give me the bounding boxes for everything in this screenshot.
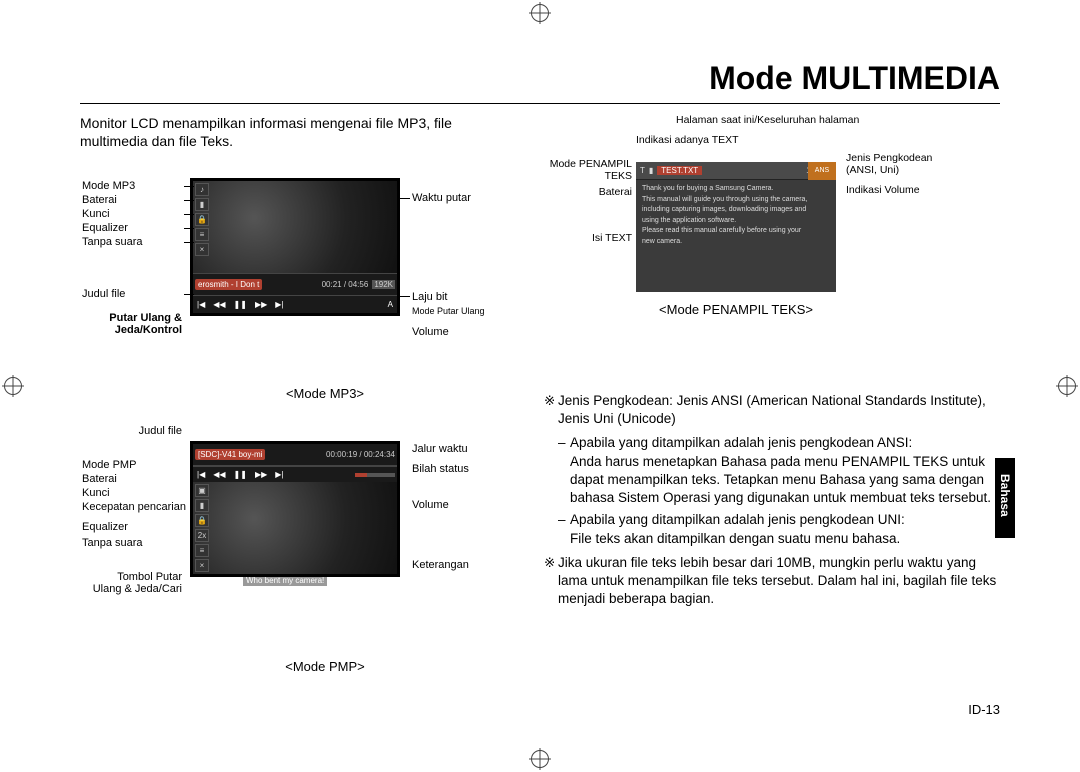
music-icon: ♪ [195,183,209,196]
battery-icon: ▮ [195,499,209,512]
pmp-caption: <Mode PMP> [130,659,520,674]
label-lock: Kunci [82,487,110,499]
eq-icon: ≡ [195,544,209,557]
encoding-badge: ANS [808,162,836,180]
notes-list: ※ Jenis Pengkodean: Jenis ANSI (American… [544,392,1000,608]
dash-marker: – [558,511,570,547]
registration-mark [1058,377,1076,395]
pmp-file-title: [SDC]-V41 boy-mi [195,449,265,460]
label-volume: Volume [412,326,449,338]
label-mute: Tanpa suara [82,537,143,549]
registration-mark [531,750,549,768]
repeat-icon: A [386,300,395,309]
rew-icon: ◀◀ [211,300,227,309]
bullet-marker: ※ [544,554,558,609]
label-volume-ind: Indikasi Volume [846,184,920,196]
label-playtime: Waktu putar [412,192,471,204]
note-item: ※ Jika ukuran file teks lebih besar dari… [544,554,1000,609]
rew-icon: ◀◀ [211,470,227,479]
prev-icon: |◀ [195,300,207,309]
fwd-icon: ▶▶ [253,300,269,309]
mp3-file-title: erosmith - I Don t [195,279,262,290]
mp3-control-bar: erosmith - I Don t 00:21 / 04:56 192K [193,273,397,295]
registration-mark [4,377,22,395]
mp3-screen: ♪ ▮ 🔒 ≡ × erosmith - I Don t 00:21 / 04:… [190,178,400,316]
mp3-side-icons: ♪ ▮ 🔒 ≡ × [195,183,209,256]
mp3-diagram: ♪ ▮ 🔒 ≡ × erosmith - I Don t 00:21 / 04:… [190,178,520,378]
label-encoding: Jenis Pengkodean (ANSI, Uni) [846,152,932,176]
intro-text: Monitor LCD menampilkan informasi mengen… [80,114,520,150]
label-battery: Baterai [82,194,117,206]
label-eq: Equalizer [82,222,128,234]
page-number: ID-13 [80,702,1000,717]
pmp-time: 00:00:19 / 00:24:34 [326,450,395,459]
pause-icon: ❚❚ [232,300,249,309]
label-search: Kecepatan pencarian [82,501,186,513]
bullet-marker: ※ [544,392,558,428]
note-subitem: – Apabila yang ditampilkan adalah jenis … [544,511,1000,547]
textviewer-caption: <Mode PENAMPIL TEKS> [636,302,836,317]
pmp-top-bar: [SDC]-V41 boy-mi 00:00:19 / 00:24:34 [193,444,397,466]
pause-icon: ❚❚ [232,470,249,479]
fwd-icon: ▶▶ [253,470,269,479]
pmp-subtitle: Who bent my camera! [243,575,327,586]
label-mode-text: Mode PENAMPIL TEKS [546,158,632,182]
right-column: Halaman saat ini/Keseluruhan halaman Ind… [544,114,1000,674]
label-mode-pmp: Mode PMP [82,459,136,471]
lock-icon: 🔒 [195,213,209,226]
label-mute: Tanpa suara [82,236,143,248]
label-volume: Volume [412,499,449,511]
battery-icon: ▮ [195,198,209,211]
mp3-bitrate: 192K [372,280,395,289]
battery-icon: ▮ [649,166,653,175]
mute-icon: × [195,559,209,572]
prev-icon: |◀ [195,470,207,479]
page: Mode MULTIMEDIA Monitor LCD menampilkan … [80,60,1000,740]
pmp-image-area: Who bent my camera! [193,482,397,574]
textviewer-screen: T ▮ TEST.TXT 1 / 2 ◢ ANS Thank you for b… [636,162,836,292]
label-bitrate: Laju bit [412,291,447,303]
side-tab-bahasa: Bahasa [995,458,1015,538]
label-statusbar: Bilah status [412,463,469,475]
label-battery: Baterai [82,473,117,485]
pmp-side-icons: ▣ ▮ 🔒 2x ≡ × [195,484,209,572]
mp3-caption: <Mode MP3> [130,386,520,401]
pmp-diagram: [SDC]-V41 boy-mi 00:00:19 / 00:24:34 |◀ … [190,441,520,651]
note-item: ※ Jenis Pengkodean: Jenis ANSI (American… [544,392,1000,428]
text-mode-icon: T [640,166,645,175]
eq-icon: ≡ [195,228,209,241]
pmp-screen: [SDC]-V41 boy-mi 00:00:19 / 00:24:34 |◀ … [190,441,400,577]
label-caption: Keterangan [412,559,469,571]
label-repeat: Mode Putar Ulang [412,306,485,316]
label-content: Isi TEXT [546,232,632,244]
mp3-time: 00:21 / 04:56 [322,280,369,289]
textviewer-filename: TEST.TXT [657,166,702,175]
next-icon: ▶| [273,470,285,479]
label-timeline: Jalur waktu [412,443,468,455]
dash-marker: – [558,434,570,507]
label-judul: Judul file [82,288,125,300]
label-lock: Kunci [82,208,110,220]
label-judul-pmp: Judul file [82,425,182,437]
left-column: Monitor LCD menampilkan informasi mengen… [80,114,520,674]
speed-icon: 2x [195,529,209,542]
label-mode-mp3: Mode MP3 [82,180,135,192]
registration-mark [531,4,549,22]
page-title: Mode MULTIMEDIA [80,60,1000,104]
label-controls: Putar Ulang & Jeda/Kontrol [82,312,182,336]
video-icon: ▣ [195,484,209,497]
label-text-indicator: Indikasi adanya TEXT [636,134,739,146]
textviewer-header: T ▮ TEST.TXT 1 / 2 ◢ [636,162,836,180]
textviewer-diagram: Halaman saat ini/Keseluruhan halaman Ind… [636,122,1000,332]
next-icon: ▶| [273,300,285,309]
label-controls-pmp: Tombol Putar Ulang & Jeda/Cari [82,571,182,595]
lock-icon: 🔒 [195,514,209,527]
label-battery: Baterai [546,186,632,198]
note-subitem: – Apabila yang ditampilkan adalah jenis … [544,434,1000,507]
label-page-indicator: Halaman saat ini/Keseluruhan halaman [676,114,859,126]
textviewer-body: Thank you for buying a Samsung Camera. T… [636,180,836,251]
label-eq: Equalizer [82,521,128,533]
mute-icon: × [195,243,209,256]
